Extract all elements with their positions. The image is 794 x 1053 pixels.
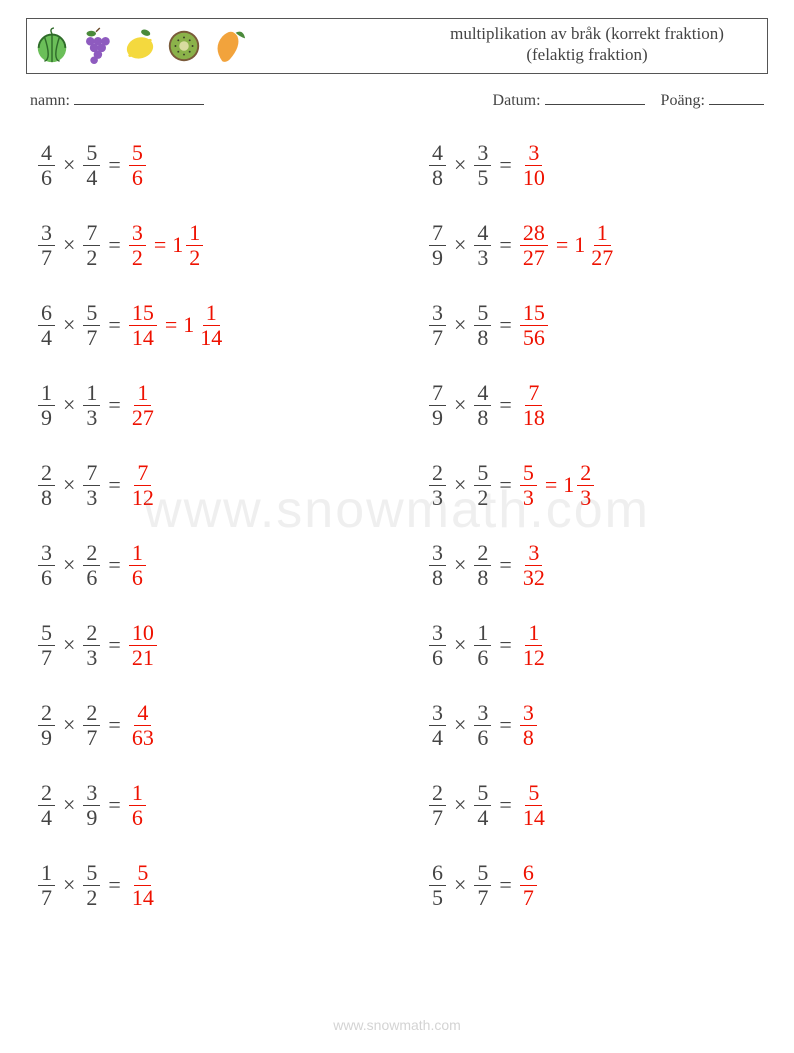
problem: 27×54=514 (427, 780, 768, 830)
score-blank (709, 88, 764, 105)
problem: 17×52=514 (36, 860, 387, 910)
title-line1: multiplikation av bråk (korrekt fraktion… (417, 23, 757, 44)
problem: 36×26=16 (36, 540, 387, 590)
problem: 64×57=1514=1114 (36, 300, 387, 350)
problem: 38×28=332 (427, 540, 768, 590)
problem-left: 29×27=463 (36, 700, 387, 750)
problem: 48×35=310 (427, 140, 768, 190)
kiwi-icon (165, 27, 203, 65)
problem-right: 38×28=332 (417, 540, 768, 590)
date-blank (545, 88, 645, 105)
problem: 19×13=127 (36, 380, 387, 430)
problem-left: 17×52=514 (36, 860, 387, 910)
problem-right: 34×36=38 (417, 700, 768, 750)
problem-left: 57×23=1021 (36, 620, 387, 670)
problem: 37×72=32=112 (36, 220, 387, 270)
grapes-icon (77, 27, 115, 65)
worksheet-title: multiplikation av bråk (korrekt fraktion… (417, 23, 757, 66)
problem: 65×57=67 (427, 860, 768, 910)
problem-right: 79×43=2827=1127 (417, 220, 768, 270)
problem: 37×58=1556 (427, 300, 768, 350)
name-label: namn: (30, 92, 70, 109)
problem-right: 27×54=514 (417, 780, 768, 830)
problem: 57×23=1021 (36, 620, 387, 670)
watermark: www.snowmath.com (0, 480, 794, 540)
fruit-row (27, 27, 247, 65)
problem-left: 36×26=16 (36, 540, 387, 590)
name-blank (74, 88, 204, 105)
watermelon-icon (33, 27, 71, 65)
score-label: Poäng: (661, 92, 705, 109)
problem: 24×39=16 (36, 780, 387, 830)
problem: 34×36=38 (427, 700, 768, 750)
problem: 29×27=463 (36, 700, 387, 750)
right-fields: Datum: Poäng: (493, 88, 764, 110)
meta-line: namn: Datum: Poäng: (26, 88, 768, 110)
mango-icon (209, 27, 247, 65)
title-line2: (felaktig fraktion) (417, 44, 757, 65)
date-label: Datum: (493, 92, 541, 109)
problem-left: 19×13=127 (36, 380, 387, 430)
problem: 36×16=112 (427, 620, 768, 670)
footer-text: www.snowmath.com (0, 1017, 794, 1033)
problem-left: 46×54=56 (36, 140, 387, 190)
problem-left: 64×57=1514=1114 (36, 300, 387, 350)
lemon-icon (121, 27, 159, 65)
problem-right: 48×35=310 (417, 140, 768, 190)
problem-left: 24×39=16 (36, 780, 387, 830)
problem: 79×48=718 (427, 380, 768, 430)
problem-right: 37×58=1556 (417, 300, 768, 350)
problem-right: 79×48=718 (417, 380, 768, 430)
problem-right: 65×57=67 (417, 860, 768, 910)
header-box: multiplikation av bråk (korrekt fraktion… (26, 18, 768, 74)
problem: 46×54=56 (36, 140, 387, 190)
problem-left: 37×72=32=112 (36, 220, 387, 270)
name-field: namn: (30, 88, 204, 110)
problem: 79×43=2827=1127 (427, 220, 768, 270)
problem-right: 36×16=112 (417, 620, 768, 670)
